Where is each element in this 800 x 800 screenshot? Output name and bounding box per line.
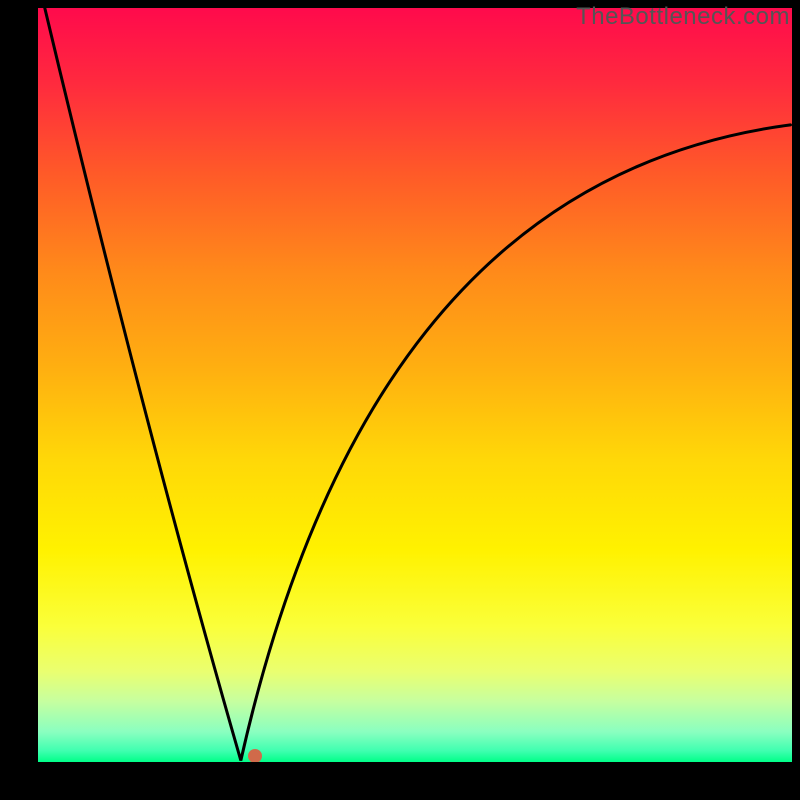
- plot-area: [38, 8, 792, 762]
- watermark-text: TheBottleneck.com: [576, 3, 790, 31]
- bottleneck-curve: [38, 8, 792, 762]
- vertex-marker: [248, 749, 262, 762]
- chart-frame: TheBottleneck.com: [0, 0, 800, 800]
- curve-path: [45, 8, 791, 760]
